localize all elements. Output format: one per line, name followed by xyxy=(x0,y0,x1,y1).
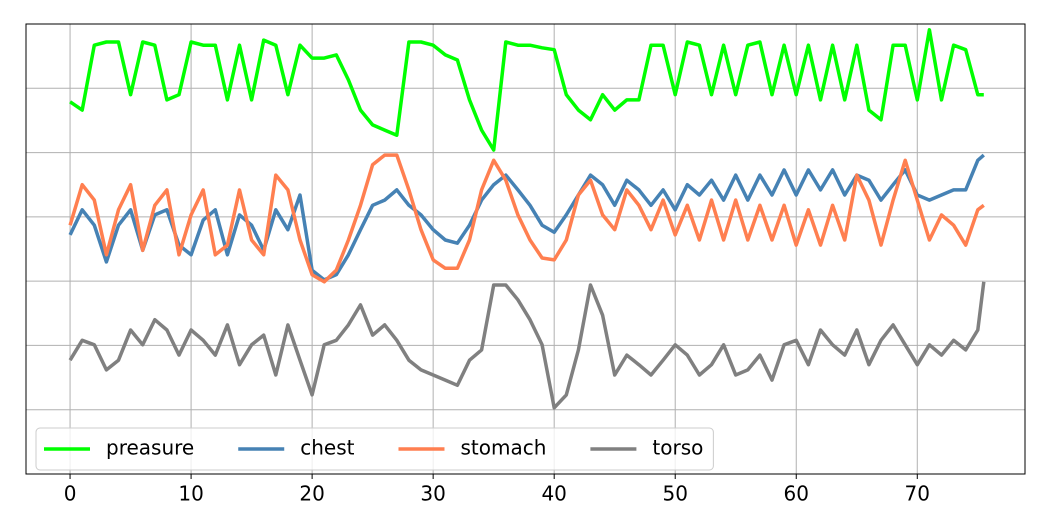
series-line xyxy=(68,153,985,282)
legend-box xyxy=(35,427,714,471)
series-line xyxy=(69,28,984,152)
legend-label: stomach xyxy=(460,436,546,460)
x-tick-label: 60 xyxy=(784,482,809,506)
legend-label: torso xyxy=(652,436,703,460)
x-tick-label: 40 xyxy=(541,482,566,506)
legend-label: chest xyxy=(300,436,354,460)
legend-label: preasure xyxy=(106,436,194,460)
series-line xyxy=(68,153,985,284)
plot-frame xyxy=(25,23,1026,475)
lines xyxy=(68,28,986,410)
x-tick-label: 50 xyxy=(662,482,687,506)
x-tick-label: 30 xyxy=(420,482,445,506)
series-line xyxy=(68,281,986,410)
legend: preasure chest stomach torso xyxy=(35,427,714,471)
x-tick-label: 10 xyxy=(178,482,203,506)
x-tick-label: 70 xyxy=(905,482,930,506)
x-tick-label: 0 xyxy=(64,482,77,506)
x-tick-label: 20 xyxy=(299,482,324,506)
